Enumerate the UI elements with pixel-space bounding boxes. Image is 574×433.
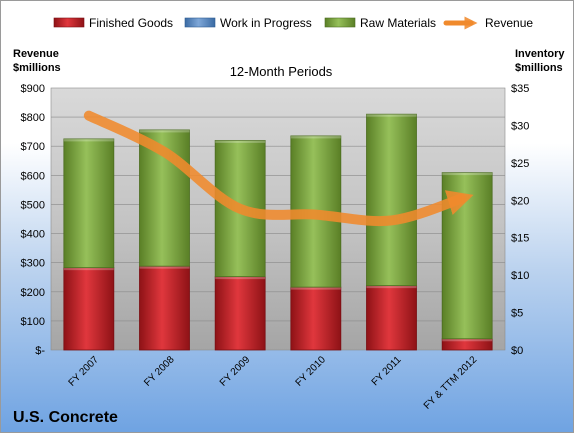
left-tick-label: $300: [21, 258, 45, 270]
legend-item-work-in-progress: Work in Progress: [184, 16, 312, 30]
chart-subtitle: 12-Month Periods: [230, 64, 333, 79]
bar-raw-materials-cap: [139, 129, 190, 133]
right-tick-label: $10: [511, 270, 529, 282]
bar-raw-materials-cap: [366, 114, 417, 117]
legend-item-finished-goods: Finished Goods: [53, 16, 173, 30]
left-tick-label: $900: [21, 83, 45, 95]
bar-finished-goods: [290, 286, 342, 351]
right-axis-title-line1: Inventory: [515, 48, 565, 60]
bar-finished-goods: [139, 265, 190, 351]
left-tick-label: $700: [21, 141, 45, 153]
legend-item-raw-materials: Raw Materials: [324, 16, 436, 30]
bars: [63, 113, 493, 351]
left-tick-label: $100: [21, 316, 45, 328]
x-tick-label: FY 2010: [294, 354, 329, 389]
right-tick-label: $0: [511, 345, 523, 357]
bar-raw-materials: [63, 138, 115, 269]
bar-finished-goods: [214, 276, 266, 351]
x-tick-label: FY 2007: [67, 354, 102, 389]
bar-raw-materials-cap: [63, 138, 114, 142]
left-tick-label: $500: [21, 199, 45, 211]
x-tick-label: FY 2008: [142, 354, 177, 389]
bar-finished-goods: [366, 285, 417, 351]
bar-raw-materials-cap: [290, 135, 341, 139]
left-tick-label: $600: [21, 170, 45, 182]
legend-swatch-raw-materials: [324, 17, 356, 28]
bar-finished-goods-cap: [442, 338, 493, 342]
left-tick-label: $400: [21, 229, 45, 241]
chart-title: U.S. Concrete: [13, 409, 118, 426]
left-axis: $- $100 $200 $300 $400 $500 $600 $700 $800 $900: [21, 83, 46, 357]
legend: Finished Goods Work in Progress Raw Mate…: [53, 16, 533, 30]
legend-label-finished-goods: Finished Goods: [89, 16, 173, 30]
right-tick-label: $5: [511, 308, 523, 320]
bar-finished-goods-cap: [139, 266, 190, 269]
legend-label-raw-materials: Raw Materials: [360, 16, 436, 30]
right-tick-label: $30: [511, 120, 529, 132]
legend-label-work-in-progress: Work in Progress: [220, 16, 312, 30]
x-axis: FY 2007 FY 2008 FY 2009 FY 2010 FY 2011 FY & …: [67, 354, 480, 412]
legend-swatch-work-in-progress: [184, 17, 216, 28]
right-axis: $0 $5 $10 $15 $20 $25 $30 $35: [511, 83, 529, 357]
legend-item-revenue: Revenue: [443, 16, 533, 30]
x-tick-label: FY 2009: [218, 354, 253, 389]
legend-swatch-finished-goods: [53, 17, 85, 28]
bar-finished-goods: [63, 267, 115, 351]
bar-raw-materials-cap: [215, 140, 266, 143]
x-tick-label: FY & TTM 2012: [422, 354, 480, 412]
left-tick-label: $-: [35, 345, 45, 357]
x-tick-label: FY 2011: [370, 354, 404, 388]
revenue-line: [83, 110, 474, 227]
right-tick-label: $20: [511, 195, 529, 207]
left-axis-title-line1: Revenue: [13, 48, 59, 60]
bar-finished-goods-cap: [290, 287, 341, 290]
bar-finished-goods-cap: [366, 285, 417, 289]
bar-raw-materials-cap: [442, 172, 493, 176]
left-axis-title-line2: $millions: [13, 62, 61, 74]
right-tick-label: $25: [511, 158, 529, 170]
right-axis-title-line2: $millions: [515, 62, 563, 74]
left-tick-label: $200: [21, 287, 45, 299]
left-tick-label: $800: [21, 112, 45, 124]
right-tick-label: $35: [511, 83, 529, 95]
bar-finished-goods-cap: [63, 267, 114, 271]
bar-raw-materials: [366, 113, 417, 287]
bar-finished-goods-cap: [215, 276, 266, 280]
legend-label-revenue: Revenue: [485, 16, 533, 30]
gridlines: [51, 116, 505, 322]
right-tick-label: $15: [511, 233, 529, 245]
bar-raw-materials: [441, 172, 493, 340]
